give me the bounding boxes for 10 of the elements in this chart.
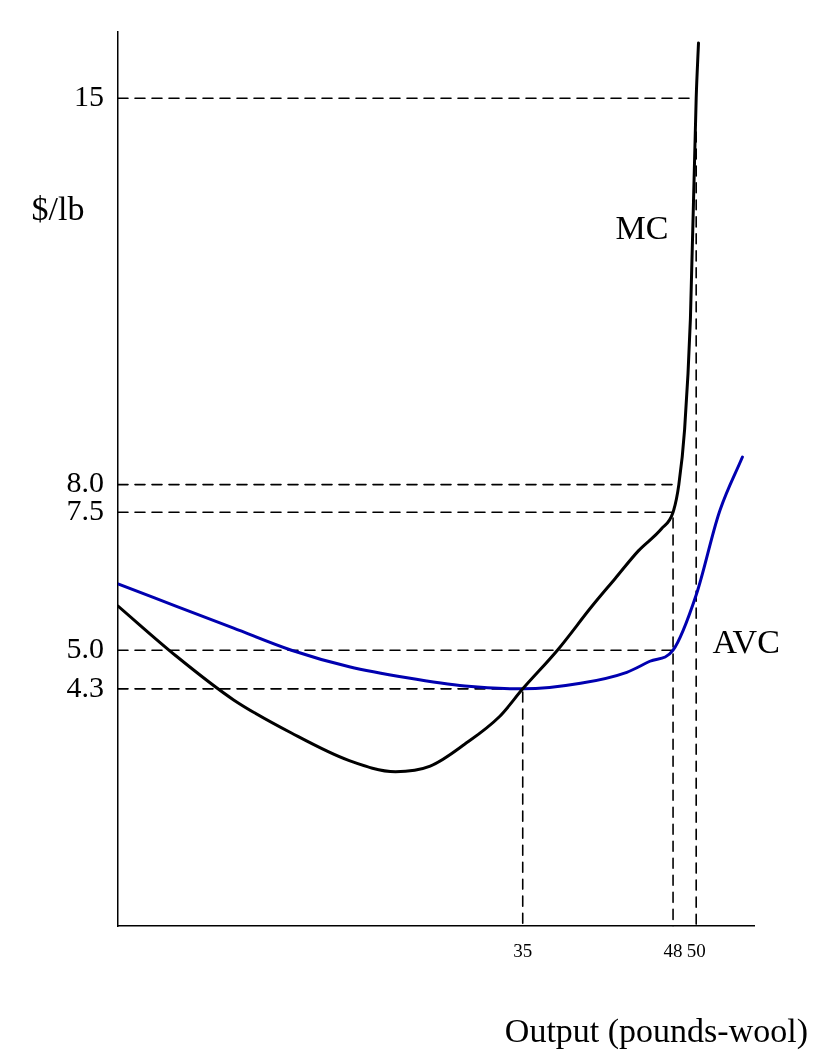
y-tick-label: 5.0 <box>66 631 104 665</box>
y-tick-label: 4.3 <box>66 669 104 703</box>
x-tick-label: 50 <box>686 939 706 961</box>
y-tick-label: 15 <box>74 79 104 113</box>
x-tick-label: 48 <box>663 939 683 961</box>
x-tick-label: 35 <box>513 939 533 961</box>
series-label: MC <box>615 208 669 246</box>
x-axis-title: Output (pounds-wool) <box>504 1011 808 1050</box>
series-label: AVC <box>712 622 780 660</box>
y-axis-title: $/lb <box>31 189 85 227</box>
